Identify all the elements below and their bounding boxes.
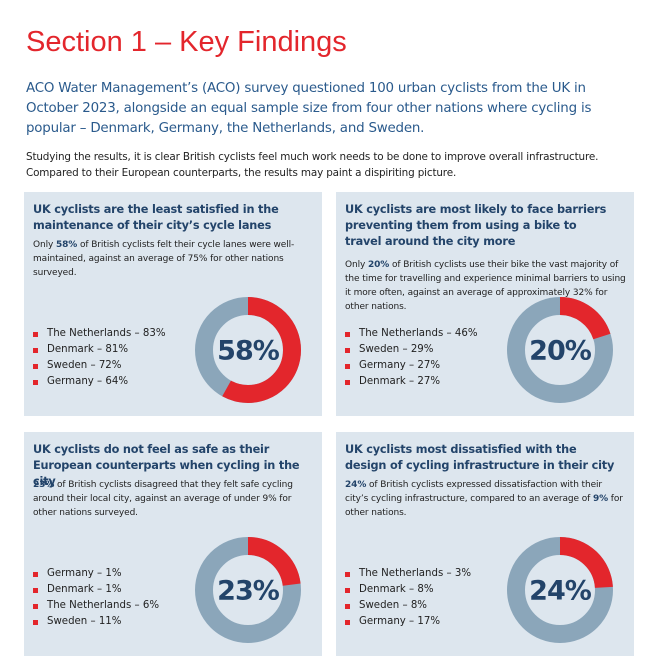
country-list: The Netherlands – 83% Denmark – 81% Sweden… (33, 326, 166, 390)
panel: UK cyclists are the least satisfied in t… (24, 192, 322, 416)
panel: UK cyclists do not feel as safe as their… (24, 432, 322, 656)
panel-body: 24% of British cyclists expressed dissat… (345, 478, 627, 520)
body-text: of British cyclists disagreed that they … (33, 480, 293, 518)
body-text: of British cyclists expressed dissatisfa… (345, 480, 603, 504)
panel-body: Only 20% of British cyclists use their b… (345, 258, 627, 314)
donut-arc (195, 297, 301, 403)
intro: ACO Water Management’s (ACO) survey ques… (26, 81, 592, 136)
country-item: Sweden – 29% (345, 342, 478, 358)
donut-arc (195, 537, 301, 643)
country-item: Germany – 17% (345, 614, 471, 630)
donut-label: 23% (217, 576, 280, 607)
body-text: 20% (367, 260, 390, 270)
body-text: 58% (55, 240, 78, 250)
donut-label: 58% (217, 336, 280, 367)
body-text: of British cyclists felt their cycle lan… (33, 240, 295, 278)
country-item: Sweden – 11% (33, 614, 159, 630)
country-item: Sweden – 72% (33, 358, 166, 374)
panel: UK cyclists most dissatisfied with the d… (336, 432, 634, 656)
country-list: The Netherlands – 46% Sweden – 29% Germany… (345, 326, 478, 390)
country-item: Sweden – 8% (345, 598, 471, 614)
donut: 20% (507, 297, 613, 403)
donut-arc (507, 297, 613, 403)
body-text: for other nations. (345, 494, 623, 518)
donut: 24% (507, 537, 613, 643)
panel-heading: UK cyclists are most likely to face barr… (345, 203, 607, 248)
body-text: 23% (33, 480, 55, 490)
body-text: of British cyclists use their bike the v… (345, 260, 626, 312)
panel-heading: UK cyclists are the least satisfied in t… (33, 203, 279, 232)
donut: 58% (195, 297, 301, 403)
country-item: Denmark – 8% (345, 582, 471, 598)
panel-heading: UK cyclists most dissatisfied with the d… (345, 443, 615, 472)
body-text: Only (345, 260, 368, 270)
donut-label: 24% (529, 576, 592, 607)
country-item: The Netherlands – 3% (345, 566, 471, 582)
body-text: 9% (592, 494, 609, 504)
country-item: The Netherlands – 6% (33, 598, 159, 614)
country-item: Denmark – 27% (345, 374, 478, 390)
country-item: Germany – 1% (33, 566, 159, 582)
donut-label: 20% (529, 336, 592, 367)
country-item: The Netherlands – 46% (345, 326, 478, 342)
panel-body: Only 58% of British cyclists felt their … (33, 238, 315, 280)
panel: UK cyclists are most likely to face barr… (336, 192, 634, 416)
panel-body: 23% of British cyclists disagreed that t… (33, 478, 315, 520)
country-item: Denmark – 1% (33, 582, 159, 598)
lead: Studying the results, it is clear Britis… (26, 151, 599, 179)
donut-arc (507, 537, 613, 643)
country-item: Germany – 64% (33, 374, 166, 390)
country-list: Germany – 1% Denmark – 1% The Netherlands … (33, 566, 159, 630)
body-text: Only (33, 240, 56, 250)
country-item: Denmark – 81% (33, 342, 166, 358)
country-item: The Netherlands – 83% (33, 326, 166, 342)
country-item: Germany – 27% (345, 358, 478, 374)
donut: 23% (195, 537, 301, 643)
body-text: 24% (345, 480, 367, 490)
title: Section 1 – Key Findings (26, 26, 347, 58)
panel-heading: UK cyclists do not feel as safe as their… (33, 443, 300, 488)
country-list: The Netherlands – 3% Denmark – 8% Sweden –… (345, 566, 471, 630)
